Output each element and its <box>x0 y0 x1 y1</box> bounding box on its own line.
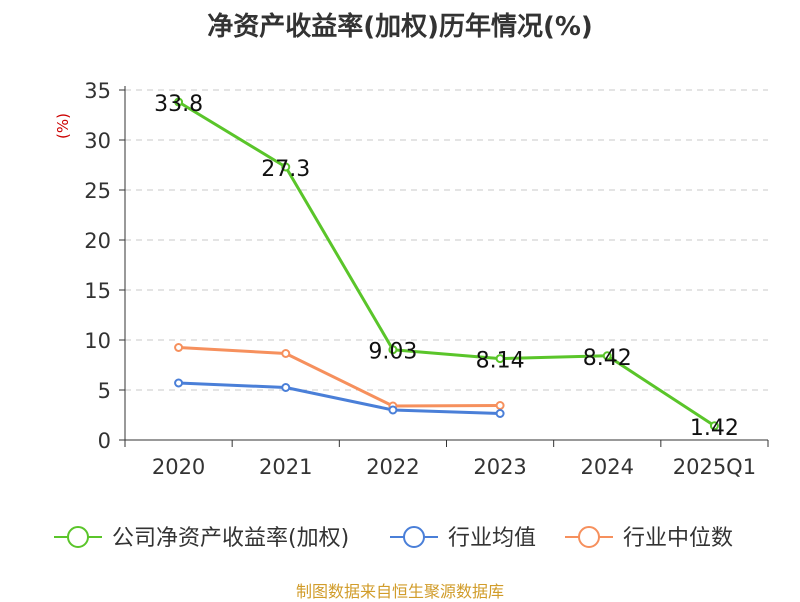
legend-label: 公司净资产收益率(加权) <box>112 526 349 551</box>
data-point <box>602 351 612 361</box>
data-label: 9.03 <box>368 340 417 365</box>
legend-label: 行业均值 <box>448 526 536 551</box>
x-tick-label: 2020 <box>152 455 205 479</box>
y-tick-label: 10 <box>84 329 111 353</box>
data-point <box>709 421 719 431</box>
source-note: 制图数据来自恒生聚源数据库 <box>295 582 504 601</box>
series-line <box>178 346 501 408</box>
data-point <box>281 383 291 392</box>
y-tick-label: 15 <box>84 279 111 303</box>
data-label: 8.42 <box>583 346 632 371</box>
data-point <box>281 349 291 358</box>
y-tick-label: 20 <box>84 229 111 253</box>
data-label: 27.3 <box>261 157 310 182</box>
data-point <box>495 354 505 364</box>
series-line <box>177 100 716 428</box>
series-line <box>178 381 501 415</box>
y-tick-label: 30 <box>84 129 111 153</box>
x-tick-label: 2024 <box>581 455 634 479</box>
legend-marker <box>403 526 425 548</box>
data-point <box>174 378 184 388</box>
x-tick-label: 2023 <box>473 455 526 479</box>
data-label: 1.42 <box>690 416 739 441</box>
data-point <box>281 162 291 172</box>
chart-title: 净资产收益率(加权)历年情况(%) <box>207 12 593 42</box>
y-tick-label: 5 <box>98 379 111 403</box>
legend-label: 行业中位数 <box>623 526 733 551</box>
data-label: 33.8 <box>154 92 203 117</box>
x-tick-label: 2025Q1 <box>673 455 756 479</box>
data-point <box>388 345 398 355</box>
y-tick-label: 0 <box>98 429 111 453</box>
data-point <box>174 343 184 352</box>
x-tick-label: 2022 <box>366 455 419 479</box>
legend-marker <box>578 526 600 548</box>
y-tick-label: 25 <box>84 179 111 203</box>
data-point <box>495 401 505 410</box>
data-label: 8.14 <box>476 349 525 374</box>
y-axis-unit: (%) <box>54 113 72 139</box>
x-tick-label: 2021 <box>259 455 312 479</box>
y-tick-label: 35 <box>84 79 111 103</box>
data-point <box>388 405 398 415</box>
legend-marker <box>67 526 89 548</box>
data-point <box>174 97 184 107</box>
data-point <box>495 409 505 418</box>
